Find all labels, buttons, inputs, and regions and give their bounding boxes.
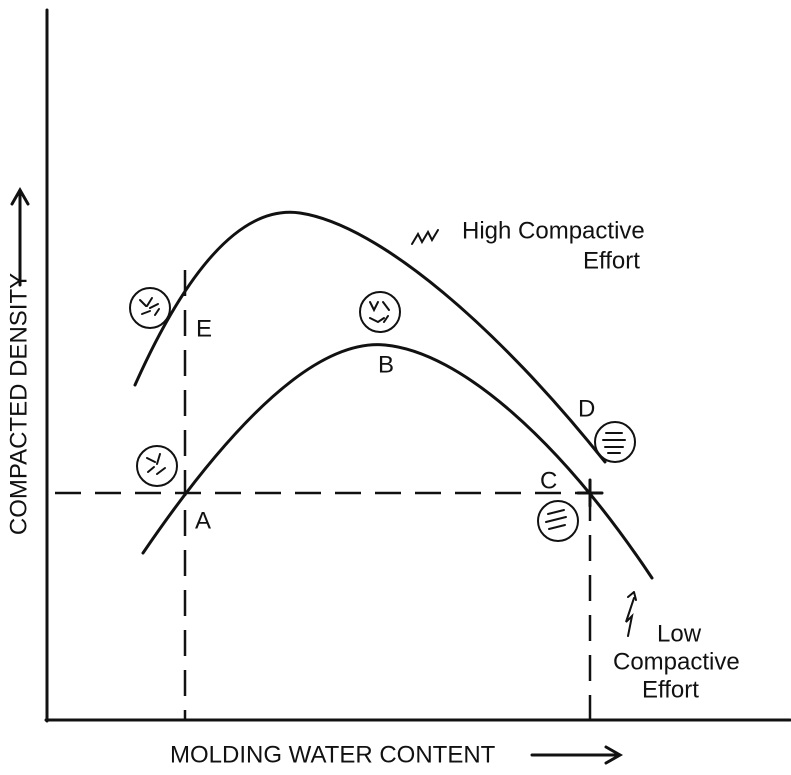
pointer xyxy=(625,591,637,637)
point-label: A xyxy=(195,507,211,534)
structure-icon xyxy=(537,500,579,542)
curve-label: Low xyxy=(657,620,702,647)
axis-arrow xyxy=(530,745,624,765)
curve-label: Effort xyxy=(642,676,699,703)
point-label: D xyxy=(578,395,595,422)
curve-label: Effort xyxy=(583,247,640,274)
y-axis-label: COMPACTED DENSITY xyxy=(5,273,32,535)
low-effort-curve xyxy=(141,343,654,580)
point-label: B xyxy=(378,351,394,378)
structure-icon xyxy=(129,287,171,329)
structure-icon xyxy=(594,421,636,463)
curve-label: Compactive xyxy=(613,648,740,675)
x-axis-label: MOLDING WATER CONTENT xyxy=(170,741,496,768)
high-effort-curve xyxy=(133,210,607,464)
point-label: E xyxy=(196,315,212,342)
point-label: C xyxy=(540,467,557,494)
structure-icon xyxy=(136,445,178,487)
axis-arrow xyxy=(10,186,30,287)
structure-icon xyxy=(359,291,401,333)
pointer xyxy=(411,229,439,245)
curve-label: High Compactive xyxy=(462,217,645,244)
